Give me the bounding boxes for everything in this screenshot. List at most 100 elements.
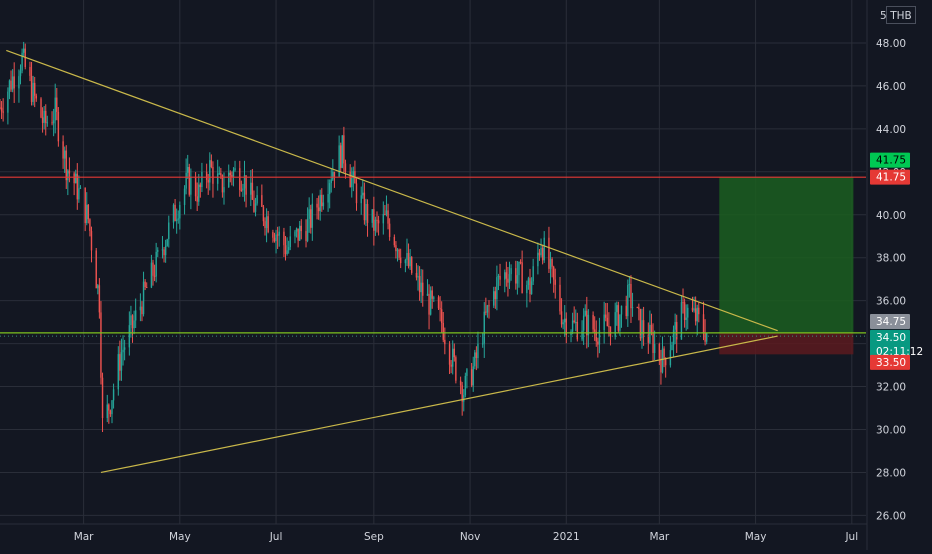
candle-body (131, 315, 134, 329)
candle-body (440, 309, 443, 323)
candle-body (134, 310, 137, 321)
candle-body (409, 257, 411, 267)
candle-body (442, 322, 444, 340)
candle-body (371, 209, 373, 223)
candle-body (73, 173, 75, 184)
candle-body (33, 82, 36, 96)
candle-body (164, 245, 167, 256)
candle-body (198, 184, 200, 202)
candle-body (399, 257, 402, 264)
candle-body (437, 297, 440, 309)
candle-body (603, 314, 605, 331)
candle-body (516, 275, 519, 284)
candle-body (647, 334, 650, 343)
candle-body (295, 228, 298, 232)
candle-body (674, 322, 676, 330)
candle-body (250, 182, 252, 195)
candle-body (229, 172, 232, 176)
candle-body (464, 375, 467, 396)
price-label-text: 34.75 (876, 316, 906, 328)
candle-body (332, 171, 334, 180)
candle-body (327, 194, 329, 203)
candle-body (606, 317, 609, 327)
candle-body (538, 252, 541, 256)
candle-body (565, 318, 568, 336)
candle-body (289, 236, 291, 248)
candle-body (704, 332, 706, 342)
candle-body (90, 231, 93, 251)
candle-body (365, 203, 367, 221)
candle-body (40, 98, 42, 118)
candle-body (205, 172, 208, 180)
candle-body (13, 76, 15, 89)
candle-body (75, 173, 77, 184)
price-label-box[interactable] (870, 169, 910, 185)
candle-body (267, 216, 269, 233)
candle-body (515, 268, 517, 284)
candle-body (418, 276, 421, 293)
candle-body (54, 97, 56, 121)
candle-body (477, 343, 479, 359)
candle-body (614, 312, 616, 337)
candle-body (30, 75, 33, 102)
candle-body (627, 285, 629, 317)
candle-body (265, 216, 268, 229)
candle-body (653, 343, 656, 354)
candle-body (687, 307, 689, 318)
candle-body (631, 307, 634, 309)
candle-body (663, 348, 665, 359)
candle-body (179, 204, 181, 219)
candle-body (384, 213, 386, 215)
candle-body (351, 177, 353, 188)
candle-body (593, 329, 596, 332)
candle-body (691, 307, 694, 311)
candle-body (527, 278, 530, 285)
candle-body (382, 213, 385, 224)
candle-body (256, 195, 258, 204)
candle-body (65, 150, 67, 181)
price-label-box[interactable] (870, 314, 910, 329)
candle-body (209, 160, 211, 183)
candle-body (393, 236, 396, 246)
candle-body (638, 307, 640, 310)
candle-body (374, 219, 377, 231)
price-label-box[interactable] (870, 329, 910, 360)
candle-body (575, 321, 577, 323)
stop-zone (719, 332, 854, 355)
candle-body (18, 76, 20, 89)
currency-label[interactable]: THB (886, 6, 916, 24)
candle-body (551, 258, 553, 267)
candle-body (84, 187, 86, 224)
candle-body (232, 170, 235, 178)
candle-body (22, 48, 25, 53)
y-tick-label: 44.00 (876, 124, 906, 136)
price-label-box[interactable] (870, 152, 910, 168)
candle-body (210, 160, 213, 167)
candle-body (605, 314, 607, 318)
candle-body (406, 252, 408, 260)
y-tick-label: 46.00 (876, 81, 906, 93)
candle-body (242, 188, 244, 191)
price-label-box[interactable] (870, 354, 910, 370)
candle-body (439, 308, 441, 310)
x-tick-label: Mar (649, 531, 669, 543)
candle-body (308, 209, 310, 219)
candle-body (319, 194, 321, 212)
y-tick-label: 40.00 (876, 210, 906, 222)
candle-body (98, 285, 101, 313)
candle-body (549, 258, 552, 269)
candle-body (426, 293, 429, 296)
x-tick-label: Sep (364, 531, 384, 543)
candle-body (642, 320, 645, 335)
candle-body (122, 349, 124, 353)
candle-body (245, 175, 247, 195)
candle-body (306, 218, 309, 241)
y-tick-label: 26.00 (876, 510, 906, 522)
candle-body (221, 175, 224, 193)
candle-body (220, 173, 222, 176)
candle-body (571, 320, 574, 332)
x-tick-label: Jul (269, 531, 283, 543)
candle-body (139, 306, 142, 311)
